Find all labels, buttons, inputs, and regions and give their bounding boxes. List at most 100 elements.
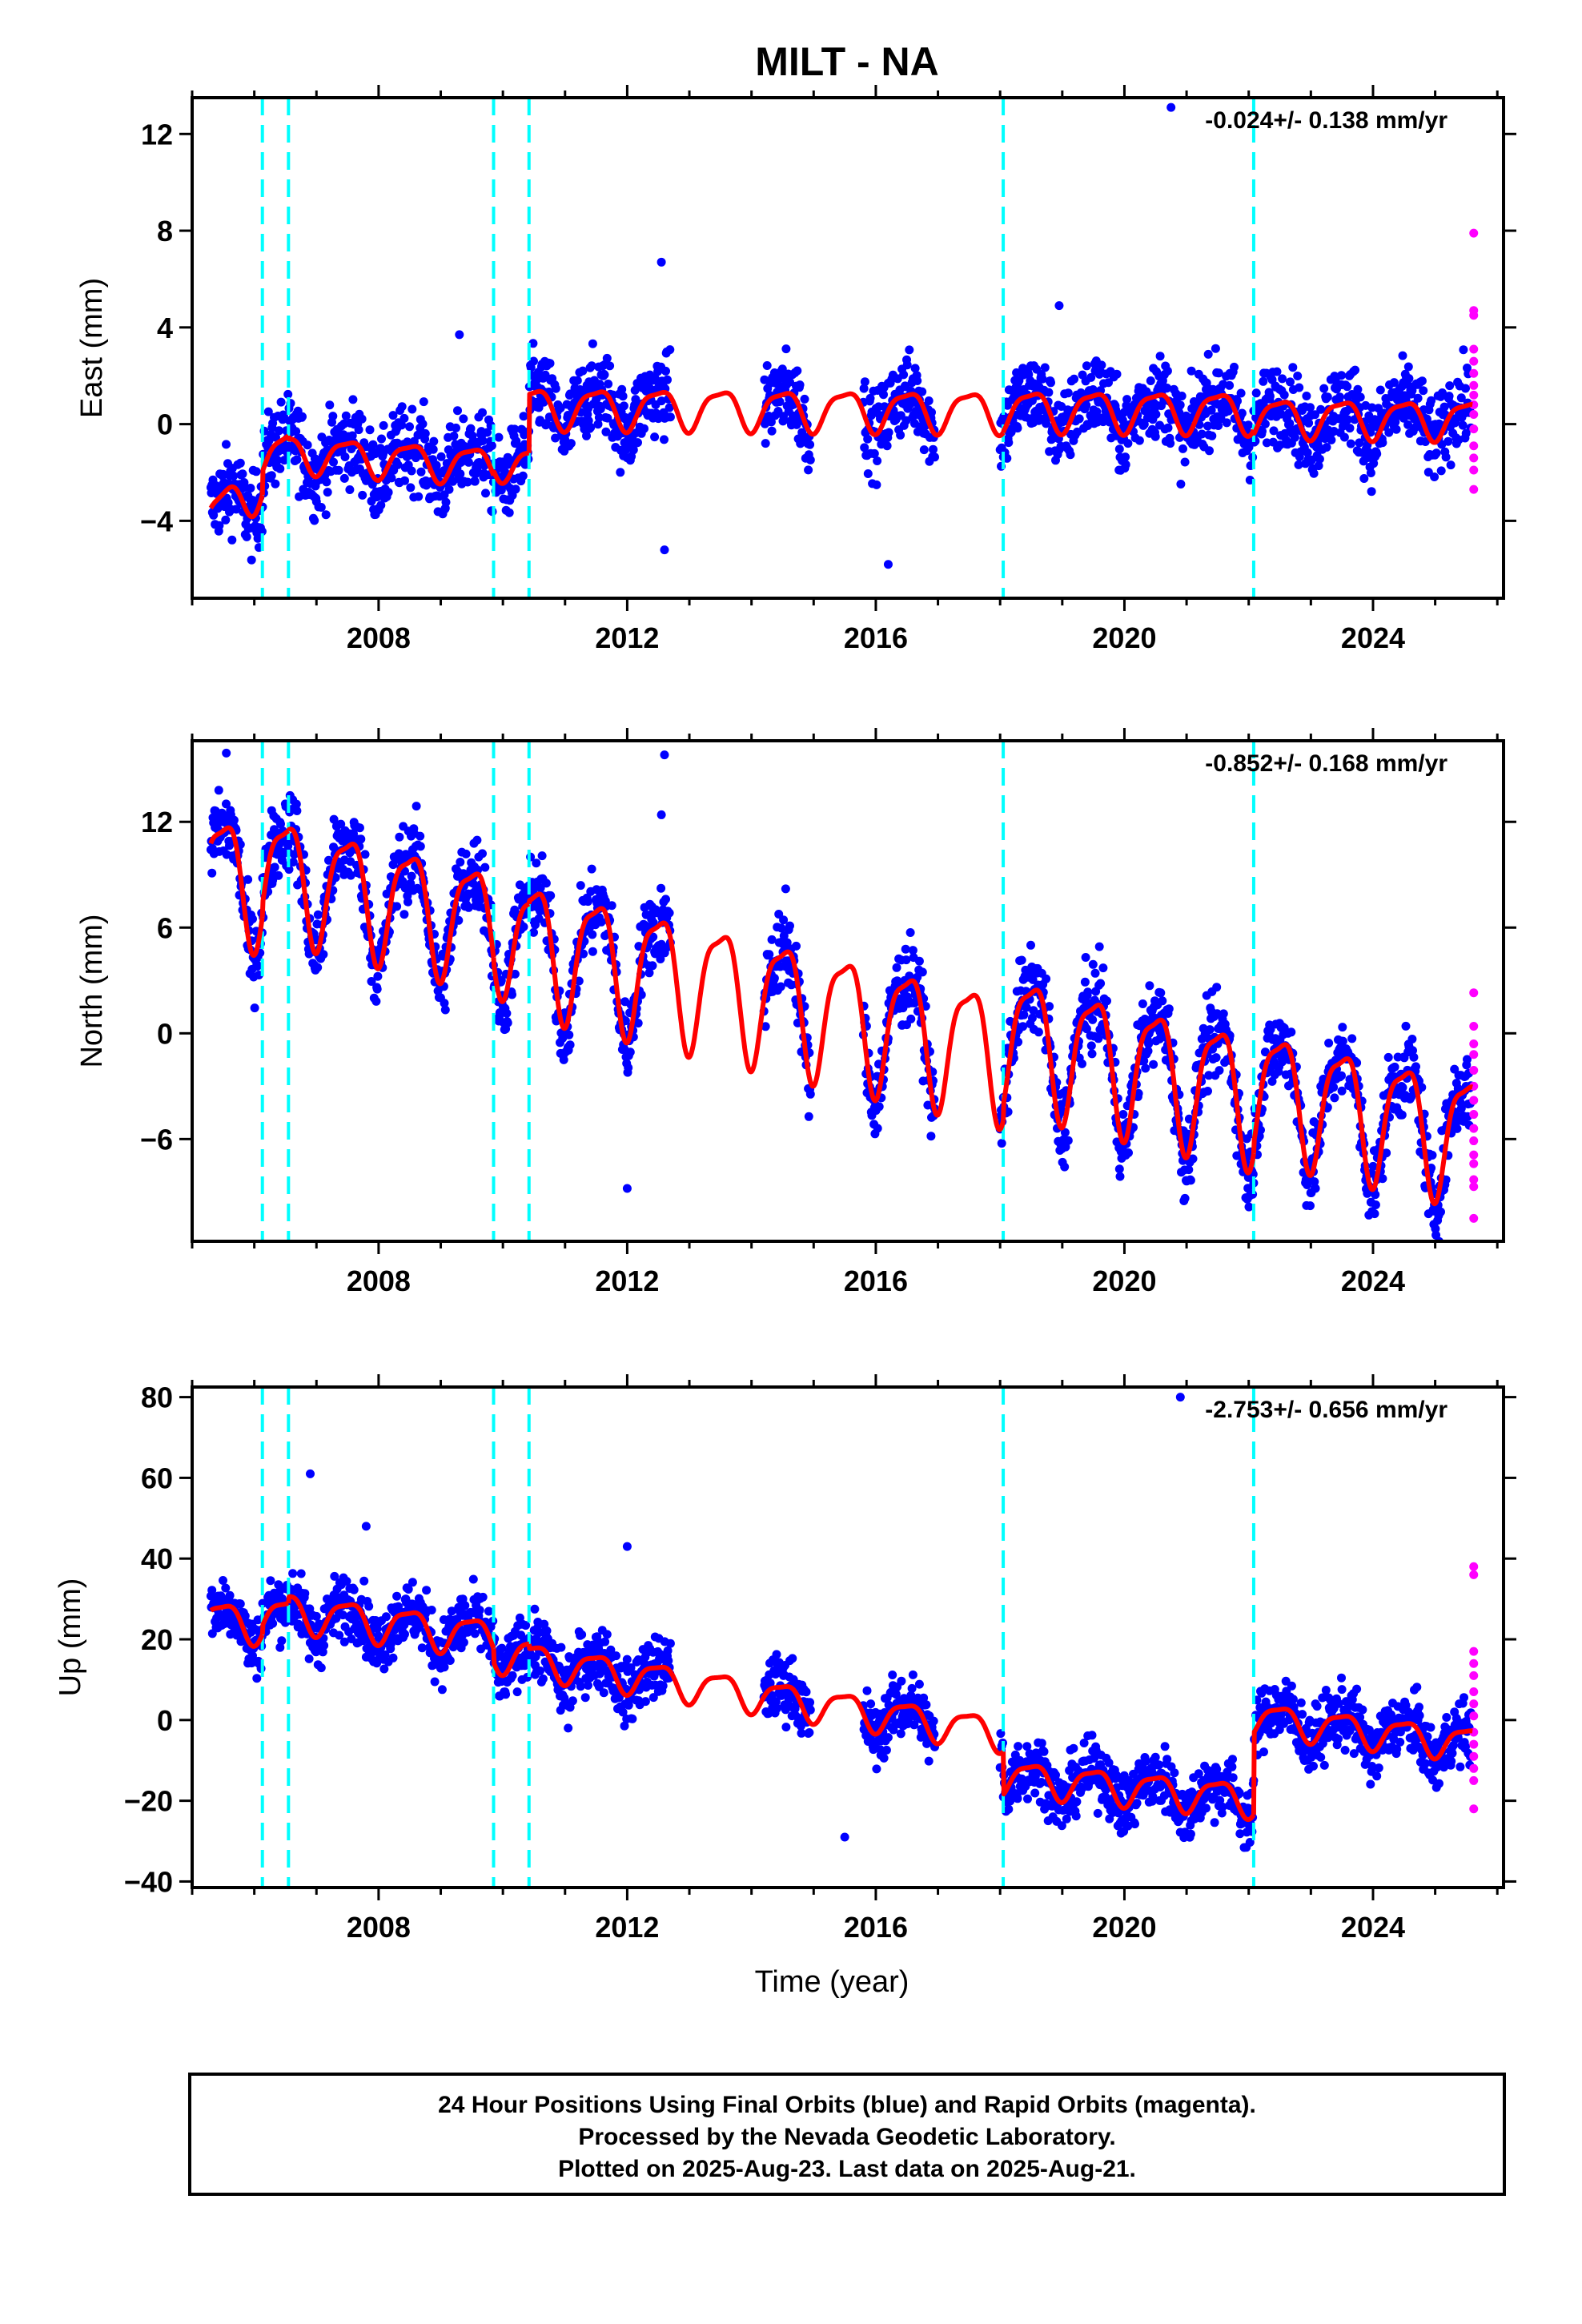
data-point <box>1121 460 1130 469</box>
data-point <box>427 1606 436 1614</box>
data-point <box>559 1055 568 1064</box>
plot-frame <box>191 739 1505 1243</box>
data-point <box>541 879 551 888</box>
data-point <box>765 950 774 959</box>
rapid-point <box>1469 380 1479 390</box>
data-point <box>1343 382 1352 392</box>
rapid-orbit-points <box>1469 228 1479 494</box>
data-point <box>207 868 217 878</box>
data-point <box>1370 1209 1379 1219</box>
data-point <box>1088 1015 1098 1024</box>
data-point <box>1158 996 1167 1006</box>
data-point <box>1139 1056 1149 1066</box>
data-point <box>865 393 875 403</box>
data-point <box>602 353 612 363</box>
data-point <box>414 492 424 501</box>
data-point <box>1222 418 1231 428</box>
data-point <box>779 915 789 925</box>
data-point <box>503 1018 512 1027</box>
data-point <box>636 990 646 999</box>
data-point <box>665 412 675 422</box>
data-point <box>508 990 516 999</box>
data-point <box>392 1591 402 1601</box>
data-point <box>1329 1083 1339 1092</box>
rapid-point <box>1469 344 1479 354</box>
data-point <box>392 902 402 911</box>
data-point <box>901 944 910 954</box>
data-point <box>779 931 789 940</box>
data-point <box>1112 369 1122 379</box>
data-point <box>371 996 381 1006</box>
data-point <box>914 956 924 966</box>
data-point <box>356 834 366 844</box>
data-point <box>316 1663 326 1673</box>
y-tick-label: −4 <box>140 505 173 537</box>
data-point <box>628 445 638 455</box>
data-point <box>1017 955 1026 965</box>
data-point <box>1309 468 1319 478</box>
data-point <box>437 1685 447 1695</box>
data-point <box>1178 444 1187 453</box>
data-point <box>1346 439 1355 448</box>
data-point <box>257 527 267 537</box>
data-point <box>1436 1207 1445 1216</box>
data-point <box>478 1592 488 1602</box>
data-point <box>617 384 627 394</box>
data-point <box>769 368 779 377</box>
data-point <box>584 1681 592 1690</box>
data-point <box>767 426 777 436</box>
data-point <box>472 835 482 845</box>
data-point <box>1162 384 1172 392</box>
data-point <box>1401 1021 1411 1031</box>
rapid-point <box>1469 311 1479 320</box>
data-point <box>882 441 892 451</box>
final-orbit-points <box>206 748 1476 1241</box>
data-point <box>227 535 237 545</box>
data-point <box>602 1630 612 1639</box>
data-point <box>860 443 869 452</box>
data-point <box>395 832 404 842</box>
data-point <box>357 414 367 424</box>
data-point <box>311 1611 321 1621</box>
data-point <box>1267 1076 1277 1086</box>
data-point <box>268 1618 278 1628</box>
data-point <box>1166 439 1175 448</box>
data-point <box>1188 1154 1198 1164</box>
data-point <box>542 1626 552 1635</box>
data-point <box>321 510 331 520</box>
data-point <box>1459 345 1468 355</box>
data-point <box>394 1602 404 1611</box>
data-point <box>1063 388 1073 398</box>
data-point <box>1269 426 1279 436</box>
data-point <box>1431 1224 1440 1233</box>
data-point <box>1375 385 1385 395</box>
data-point <box>1142 401 1152 411</box>
data-point <box>279 1611 289 1620</box>
data-point <box>1327 435 1336 444</box>
data-point <box>371 449 380 459</box>
data-point <box>536 883 545 893</box>
data-point <box>582 431 591 440</box>
data-point <box>1461 384 1470 393</box>
data-point <box>1339 432 1349 442</box>
data-point <box>1441 452 1451 462</box>
model-curve <box>1251 400 1475 445</box>
data-point <box>267 471 276 480</box>
data-point <box>1407 1035 1417 1043</box>
data-point <box>510 969 520 979</box>
data-point <box>905 345 914 355</box>
data-point <box>1205 446 1214 456</box>
data-point <box>1367 487 1376 497</box>
data-point <box>1078 1059 1086 1068</box>
data-point <box>1322 443 1331 452</box>
plot-area <box>206 98 1479 598</box>
data-point <box>242 532 251 541</box>
data-point <box>304 1654 314 1663</box>
data-point <box>316 503 326 512</box>
data-point <box>1151 409 1161 419</box>
data-point <box>1060 1128 1070 1137</box>
data-point <box>400 1630 409 1639</box>
data-point <box>313 963 323 972</box>
data-point <box>449 432 459 440</box>
data-point <box>607 901 616 911</box>
